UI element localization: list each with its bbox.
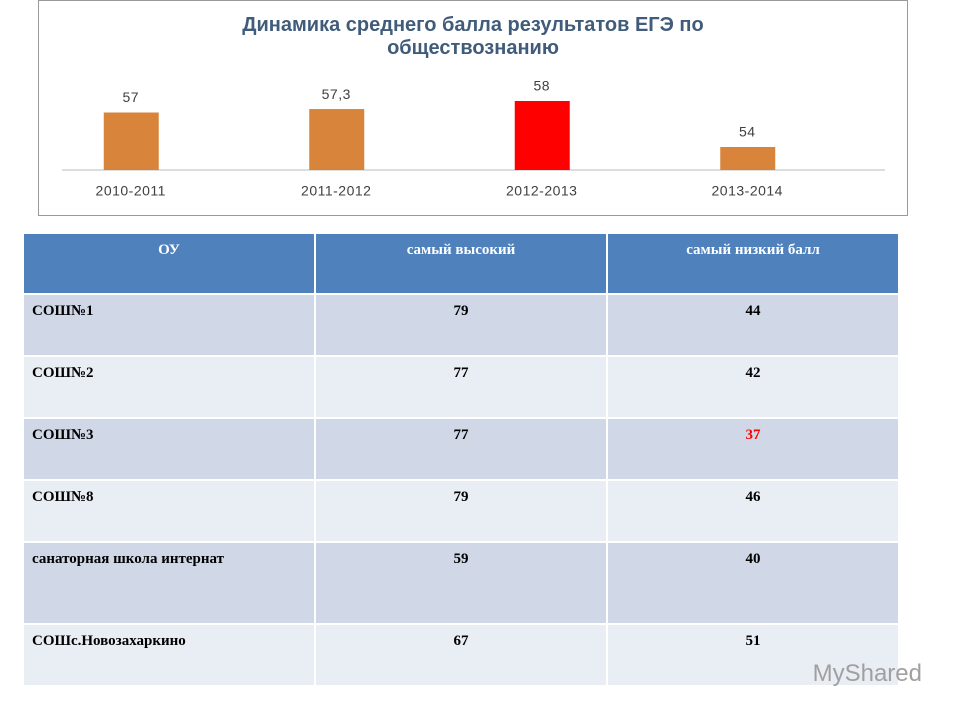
x-tick-label: 2011-2012 <box>301 183 371 199</box>
table-row: санаторная школа интернат 59 40 <box>22 541 900 625</box>
chart-title: Динамика среднего балла результатов ЕГЭ … <box>242 14 704 59</box>
value-label: 57 <box>122 89 139 105</box>
table-cell: 42 <box>606 355 900 419</box>
x-tick-label: 2013-2014 <box>712 183 783 199</box>
header-cell: самый высокий <box>314 232 608 295</box>
table: ОУ самый высокий самый низкий балл СОШ№1 79 4… <box>22 232 900 687</box>
table-cell: СОШ№3 <box>22 417 316 481</box>
table-cell: 77 <box>314 355 608 419</box>
table-cell: 77 <box>314 417 608 481</box>
bar <box>720 147 776 170</box>
table-cell: 37 <box>606 417 900 481</box>
table-row: СОШ№1 79 44 <box>22 293 900 357</box>
watermark: MyShared <box>812 660 922 687</box>
value-label: 58 <box>533 78 550 94</box>
bar <box>514 101 570 170</box>
chart-frame <box>38 0 908 216</box>
table-cell: СОШ№2 <box>22 355 316 419</box>
table-cell: 67 <box>314 623 608 687</box>
table-cell: СОШ№8 <box>22 479 316 543</box>
title-box: Динамика среднего балла результатов ЕГЭ … <box>242 14 704 59</box>
table-cell: 59 <box>314 541 608 625</box>
table-row: СОШ№2 77 42 <box>22 355 900 419</box>
table-row: СОШс.Новозахаркино 67 51 <box>22 623 900 687</box>
table-cell: 40 <box>606 541 900 625</box>
value-label: 54 <box>739 124 756 140</box>
chart: Динамика среднего балла результатов ЕГЭ … <box>38 0 908 216</box>
table-cell: СОШ№1 <box>22 293 316 357</box>
table-cell: санаторная школа интернат <box>22 541 316 625</box>
table-cell: 79 <box>314 293 608 357</box>
value-label: 57,3 <box>322 86 351 102</box>
table-row: СОШ№3 77 37 <box>22 417 900 481</box>
table-cell: 51 <box>606 623 900 687</box>
bar <box>103 112 159 170</box>
x-tick-label: 2010-2011 <box>96 183 166 199</box>
header-cell: самый низкий балл <box>606 232 900 295</box>
header-cell: ОУ <box>22 232 316 295</box>
table-cell: 44 <box>606 293 900 357</box>
table-row: СОШ№8 79 46 <box>22 479 900 543</box>
header-row: ОУ самый высокий самый низкий балл <box>22 232 900 295</box>
table-cell: 46 <box>606 479 900 543</box>
x-tick-label: 2012-2013 <box>506 183 577 199</box>
table-cell: СОШс.Новозахаркино <box>22 623 316 687</box>
bar <box>309 109 365 170</box>
table-cell: 79 <box>314 479 608 543</box>
